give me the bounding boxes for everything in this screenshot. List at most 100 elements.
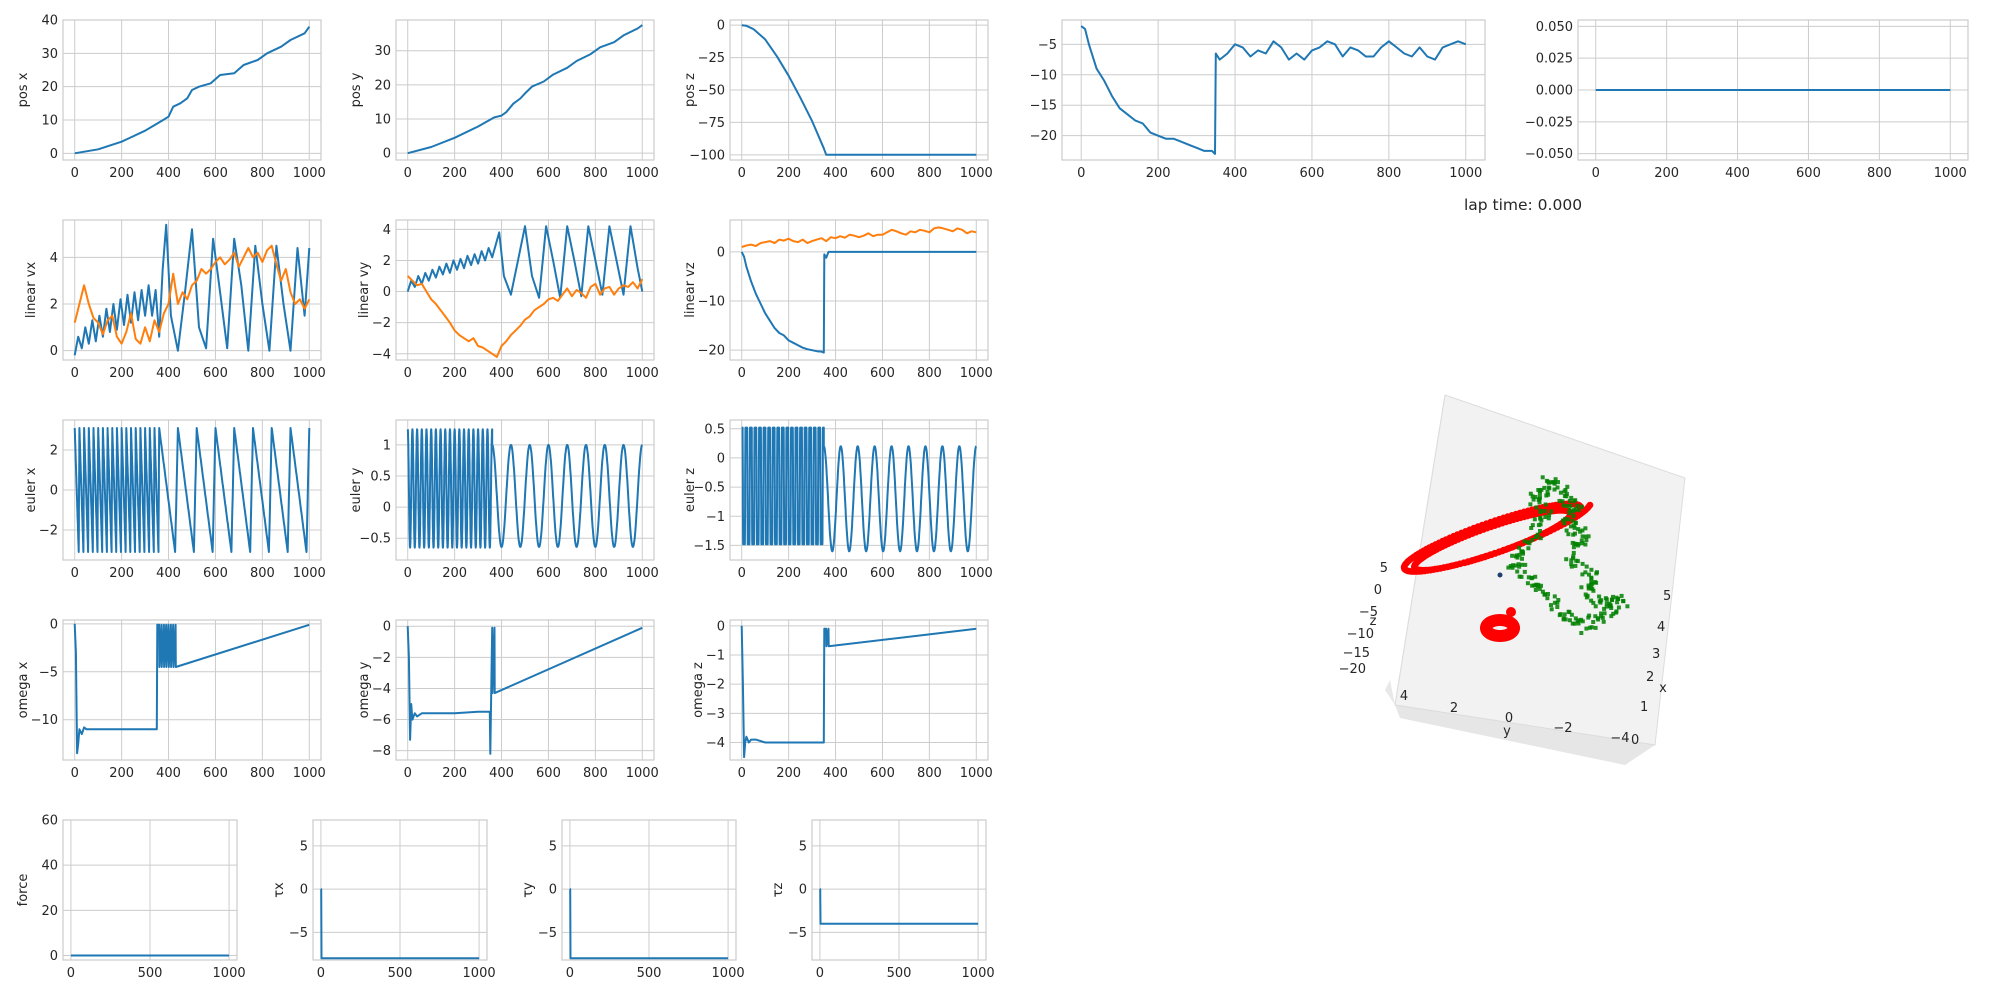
trajectory-point [1589, 575, 1594, 580]
y-tick-label: 0.050 [1536, 20, 1573, 35]
y-tick-label: 0 [717, 19, 725, 34]
y-tick-label: 0.000 [1536, 84, 1573, 99]
y-tick-label: 2 [383, 254, 391, 269]
trajectory-point [1542, 592, 1547, 597]
x-tick-label: 800 [917, 366, 942, 381]
trajectory-point [1580, 541, 1585, 546]
y-tick-label: −25 [698, 51, 725, 66]
trajectory-point [1564, 528, 1569, 533]
trajectory-point [1555, 485, 1560, 490]
series-line-2 [741, 226, 977, 248]
trajectory-point [1537, 491, 1542, 496]
x-tick-label: 800 [917, 166, 942, 181]
y-axis-label: linear vx [24, 262, 39, 319]
subplot-linear_vz: 0 200 400 600 800 1000 0 −10 −20 linear vz [683, 219, 993, 381]
trajectory-point [1526, 575, 1531, 580]
trajectory-point [1579, 617, 1584, 622]
trajectory-point [1614, 609, 1619, 614]
y-axis-label: euler x [24, 467, 39, 512]
x-tick-label: 200 [442, 166, 467, 181]
trajectory-point [1564, 491, 1569, 496]
y-tick-label: −0.5 [359, 532, 391, 547]
y-tick-label: −4 [372, 682, 391, 697]
trajectory-point [1580, 528, 1585, 533]
trajectory-point [1516, 562, 1521, 567]
trajectory-point [1569, 562, 1574, 567]
y-tick-label: 0.5 [370, 470, 391, 485]
x-tick-label: 600 [870, 566, 895, 581]
trajectory-point [1537, 500, 1542, 505]
trajectory-point [1602, 611, 1607, 616]
y-tick-label: 0 [50, 484, 58, 499]
trajectory-point [1542, 485, 1547, 490]
x-tick-label: 400 [156, 566, 181, 581]
x-tick-label: 2 [1646, 670, 1654, 685]
y-tick-label: −10 [698, 295, 725, 310]
x-tick-label: 400 [489, 566, 514, 581]
trajectory-point [1576, 543, 1580, 548]
y-tick-label: 30 [41, 47, 58, 62]
y-axis-label: τx [272, 882, 287, 898]
y-tick-label: 0 [717, 451, 725, 466]
x-tick-label: 0 [738, 166, 746, 181]
y-tick-label: −4 [372, 347, 391, 362]
y-axis-label: y [1503, 724, 1511, 739]
y-tick-label: 5 [799, 839, 807, 854]
x-tick-label: 3 [1652, 647, 1660, 662]
y-tick-label: −2 [1553, 721, 1572, 736]
y-axis-label: τy [521, 882, 536, 898]
trajectory-point [1571, 554, 1576, 559]
plot-frame [395, 419, 655, 561]
trajectory-point [1571, 550, 1576, 555]
subplot-omega_y: 0 200 400 600 800 1000 0 −2 −4 −6 −8 omega y [357, 619, 659, 781]
y-tick-label: −0.025 [1525, 115, 1573, 130]
x-tick-label: 200 [1146, 166, 1171, 181]
x-tick-label: 400 [823, 566, 848, 581]
x-tick-label: 600 [536, 566, 561, 581]
x-tick-label: 0 [566, 966, 574, 981]
y-tick-label: 5 [549, 839, 557, 854]
plot-frame [395, 219, 655, 361]
subplot-linear_vy: 0 200 400 600 800 1000 −4 −2 0 2 4 linear vy [357, 219, 659, 381]
y-tick-label: −20 [698, 344, 725, 359]
x-tick-label: 400 [489, 166, 514, 181]
trajectory-point [1572, 621, 1577, 626]
plot-frame [312, 819, 488, 961]
trajectory-point [1540, 589, 1545, 594]
trajectory-point [1543, 502, 1548, 507]
trajectory-point [1571, 532, 1576, 537]
x-tick-label: 0 [71, 566, 79, 581]
trajectory-point [1611, 594, 1615, 599]
plot-frame [395, 619, 655, 761]
x-tick-label: 600 [1300, 166, 1325, 181]
reference-point [1507, 620, 1520, 633]
x-tick-label: 1000 [626, 566, 659, 581]
trajectory-point [1563, 617, 1568, 622]
plot-frame [811, 819, 987, 961]
y-tick-label: 0.5 [704, 422, 725, 437]
subplot-flat_zero: 0 200 400 600 800 1000 0.050 0.025 0.000 −0.025 −0… [1525, 19, 1969, 181]
x-tick-label: 400 [1725, 166, 1750, 181]
x-tick-label: 400 [823, 366, 848, 381]
subplot-tau_z: 0 500 1000 5 0 −5 τz [771, 819, 995, 981]
trajectory-point [1525, 581, 1530, 586]
y-tick-label: −1 [706, 510, 725, 525]
y-tick-label: 60 [41, 814, 58, 829]
y-tick-label: −4 [1610, 731, 1629, 746]
y-tick-label: 5 [300, 839, 308, 854]
subplot-tau_x: 0 500 1000 5 0 −5 τx [272, 819, 496, 981]
x-tick-label: 400 [156, 166, 181, 181]
plot-frame [1061, 19, 1486, 161]
trajectory-point [1616, 605, 1621, 610]
trajectory-point [1545, 489, 1550, 494]
subplot-xyz_error: 0 200 400 600 800 1000 −5 −10 −15 −20 [1030, 19, 1486, 181]
x-tick-label: 1000 [1934, 166, 1967, 181]
y-tick-label: 4 [50, 251, 58, 266]
x-tick-label: 5 [1663, 589, 1671, 604]
x-tick-label: 200 [776, 166, 801, 181]
x-tick-label: 200 [442, 766, 467, 781]
trajectory-point [1589, 598, 1594, 603]
z-tick-label: −10 [1347, 627, 1374, 642]
trajectory-point [1555, 605, 1560, 609]
x-tick-label: 800 [1376, 166, 1401, 181]
